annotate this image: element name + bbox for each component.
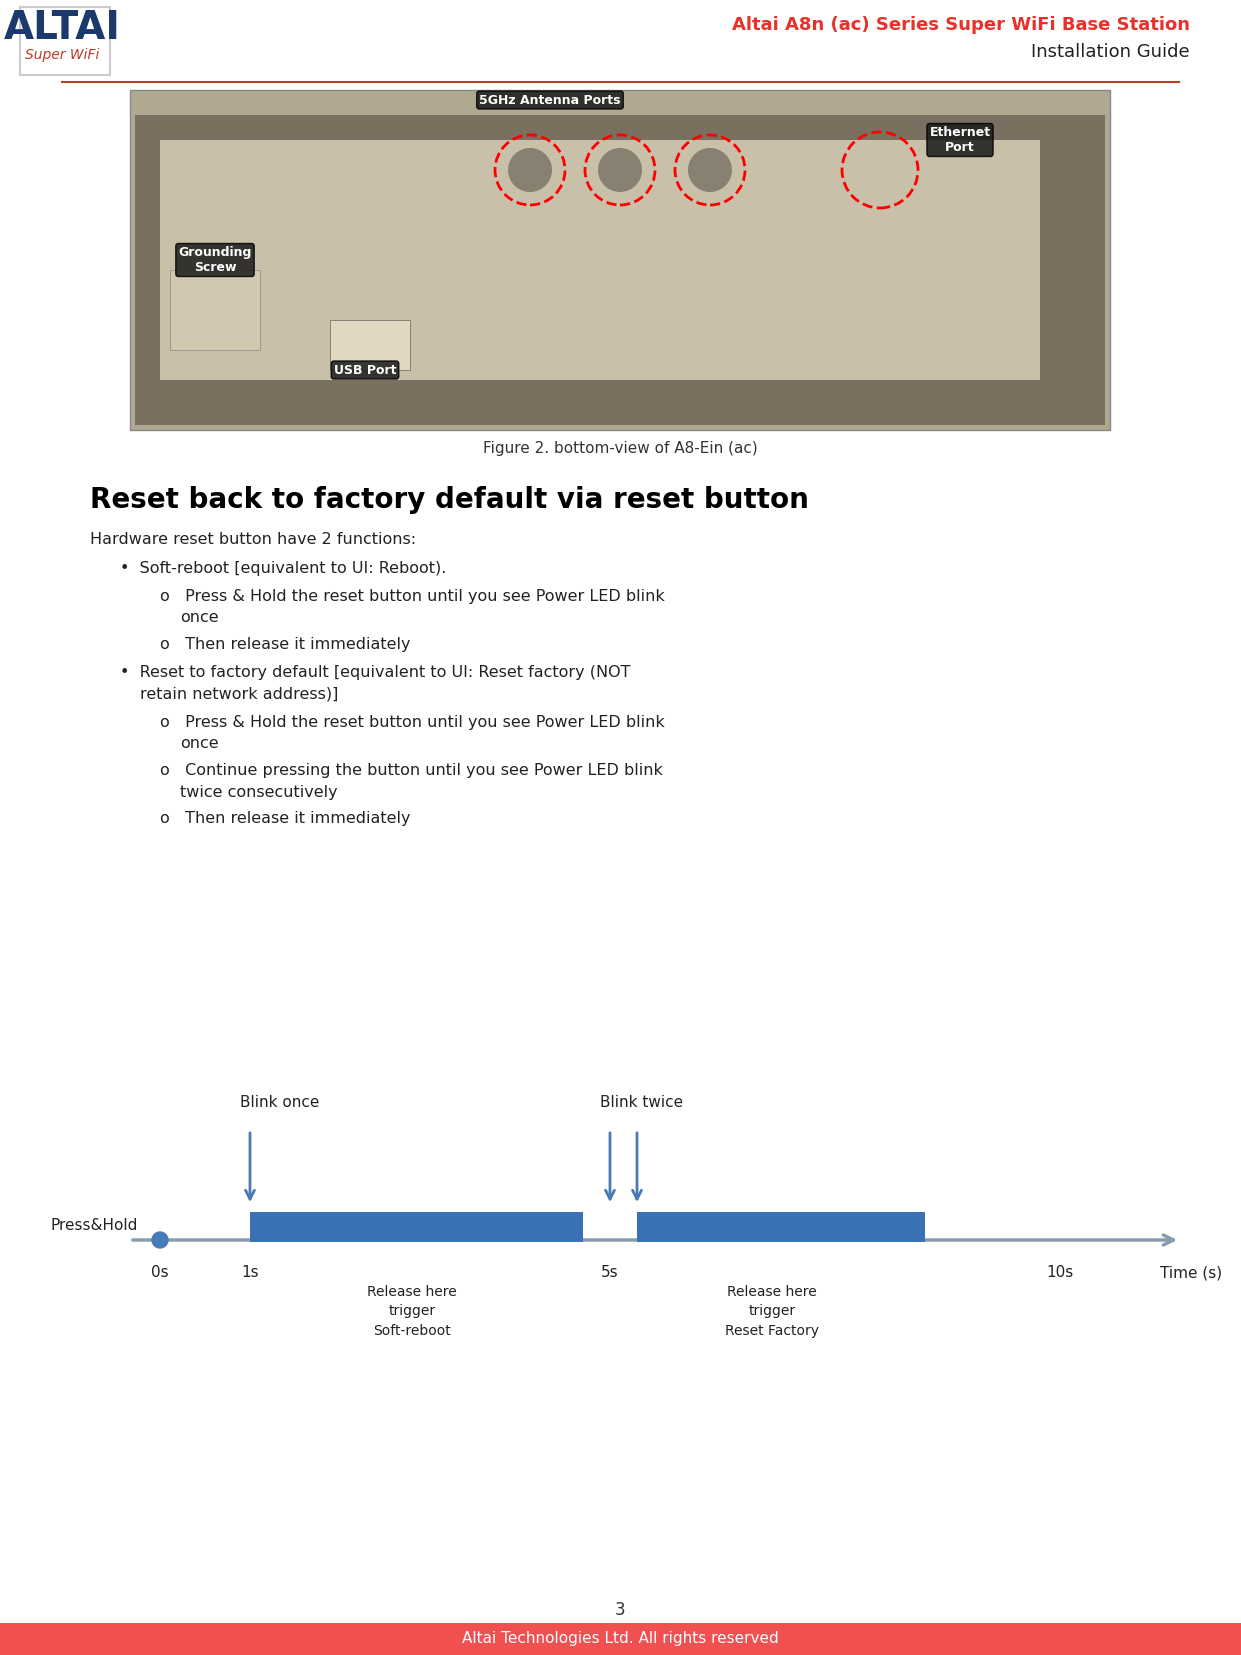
Text: Figure 2. bottom-view of A8-Ein (ac): Figure 2. bottom-view of A8-Ein (ac)	[483, 440, 757, 455]
Bar	[637, 1211, 925, 1241]
Text: Reset back to factory default via reset button: Reset back to factory default via reset …	[91, 487, 809, 515]
Circle shape	[598, 147, 642, 192]
Text: o   Continue pressing the button until you see Power LED blink: o Continue pressing the button until you…	[160, 763, 663, 778]
Bar	[0, 1624, 1241, 1655]
Text: o   Then release it immediately: o Then release it immediately	[160, 637, 411, 652]
Bar	[330, 319, 410, 371]
Text: Ethernet
Port: Ethernet Port	[930, 126, 990, 154]
Text: 3: 3	[614, 1600, 625, 1619]
Text: o   Then release it immediately: o Then release it immediately	[160, 811, 411, 826]
Text: USB Port: USB Port	[334, 364, 396, 376]
Circle shape	[151, 1231, 168, 1248]
Text: Installation Guide: Installation Guide	[1031, 43, 1190, 61]
Text: Altai Technologies Ltd. All rights reserved: Altai Technologies Ltd. All rights reser…	[462, 1632, 778, 1647]
Bar	[20, 7, 110, 74]
Text: o   Press & Hold the reset button until you see Power LED blink: o Press & Hold the reset button until yo…	[160, 589, 665, 604]
Text: 5GHz Antenna Ports: 5GHz Antenna Ports	[479, 93, 620, 106]
Text: Hardware reset button have 2 functions:: Hardware reset button have 2 functions:	[91, 533, 416, 548]
Text: Release here
trigger
Soft-reboot: Release here trigger Soft-reboot	[367, 1284, 457, 1337]
Text: •  Soft-reboot [equivalent to UI: Reboot).: • Soft-reboot [equivalent to UI: Reboot)…	[120, 561, 447, 576]
Text: 0s: 0s	[151, 1264, 169, 1279]
Text: o   Press & Hold the reset button until you see Power LED blink: o Press & Hold the reset button until yo…	[160, 715, 665, 730]
Text: Release here
trigger
Reset Factory: Release here trigger Reset Factory	[725, 1284, 819, 1337]
Text: 1s: 1s	[241, 1264, 259, 1279]
Bar	[135, 114, 1104, 425]
Text: 10s: 10s	[1046, 1264, 1073, 1279]
Circle shape	[508, 147, 552, 192]
Text: Blink twice: Blink twice	[599, 1096, 683, 1111]
Text: Time (s): Time (s)	[1160, 1264, 1222, 1279]
Text: once: once	[180, 736, 218, 751]
Text: •  Reset to factory default [equivalent to UI: Reset factory (NOT: • Reset to factory default [equivalent t…	[120, 665, 630, 680]
Text: retain network address)]: retain network address)]	[140, 687, 339, 702]
Text: Blink once: Blink once	[240, 1096, 319, 1111]
Text: Altai A8n (ac) Series Super WiFi Base Station: Altai A8n (ac) Series Super WiFi Base St…	[732, 17, 1190, 35]
Text: Grounding
Screw: Grounding Screw	[179, 247, 252, 275]
Text: 5s: 5s	[601, 1264, 619, 1279]
Text: twice consecutively: twice consecutively	[180, 784, 338, 799]
Text: Press&Hold: Press&Hold	[50, 1218, 138, 1233]
Bar	[249, 1211, 583, 1241]
Text: once: once	[180, 611, 218, 626]
Text: ALTAI: ALTAI	[4, 8, 120, 46]
Text: Super WiFi: Super WiFi	[25, 48, 99, 61]
Bar	[170, 270, 261, 349]
Bar	[130, 89, 1109, 430]
Bar	[160, 141, 1040, 381]
Circle shape	[688, 147, 732, 192]
